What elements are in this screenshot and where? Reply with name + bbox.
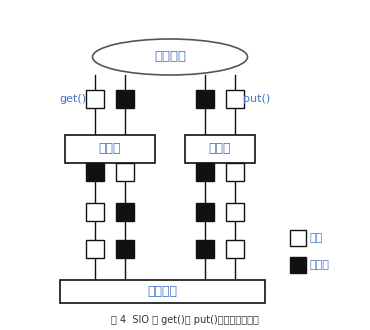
Bar [196,203,214,221]
Bar [86,240,104,258]
Text: 设备驱动: 设备驱动 [148,285,178,298]
Bar [185,135,255,163]
Text: 应用程序: 应用程序 [154,50,186,63]
Bar [116,90,134,108]
Bar [116,240,134,258]
Text: put(): put() [243,94,270,104]
Bar [86,163,104,181]
Bar [116,163,134,181]
Bar [196,240,214,258]
Bar [290,230,306,246]
Bar [226,90,244,108]
Text: 输出流: 输出流 [209,143,231,155]
Text: 空帧: 空帧 [310,233,323,243]
Text: 图 4  SIO 中 get()和 put()操作的逻辑关系: 图 4 SIO 中 get()和 put()操作的逻辑关系 [111,315,259,325]
Bar [86,203,104,221]
Bar [226,163,244,181]
Bar [226,203,244,221]
Bar [65,135,155,163]
Bar [290,257,306,273]
Bar [60,280,265,303]
Text: 非空帧: 非空帧 [310,260,330,270]
Text: 输入流: 输入流 [99,143,121,155]
Bar [196,90,214,108]
Bar [196,163,214,181]
Bar [116,203,134,221]
Text: get(): get() [60,94,87,104]
Bar [226,240,244,258]
Bar [86,90,104,108]
